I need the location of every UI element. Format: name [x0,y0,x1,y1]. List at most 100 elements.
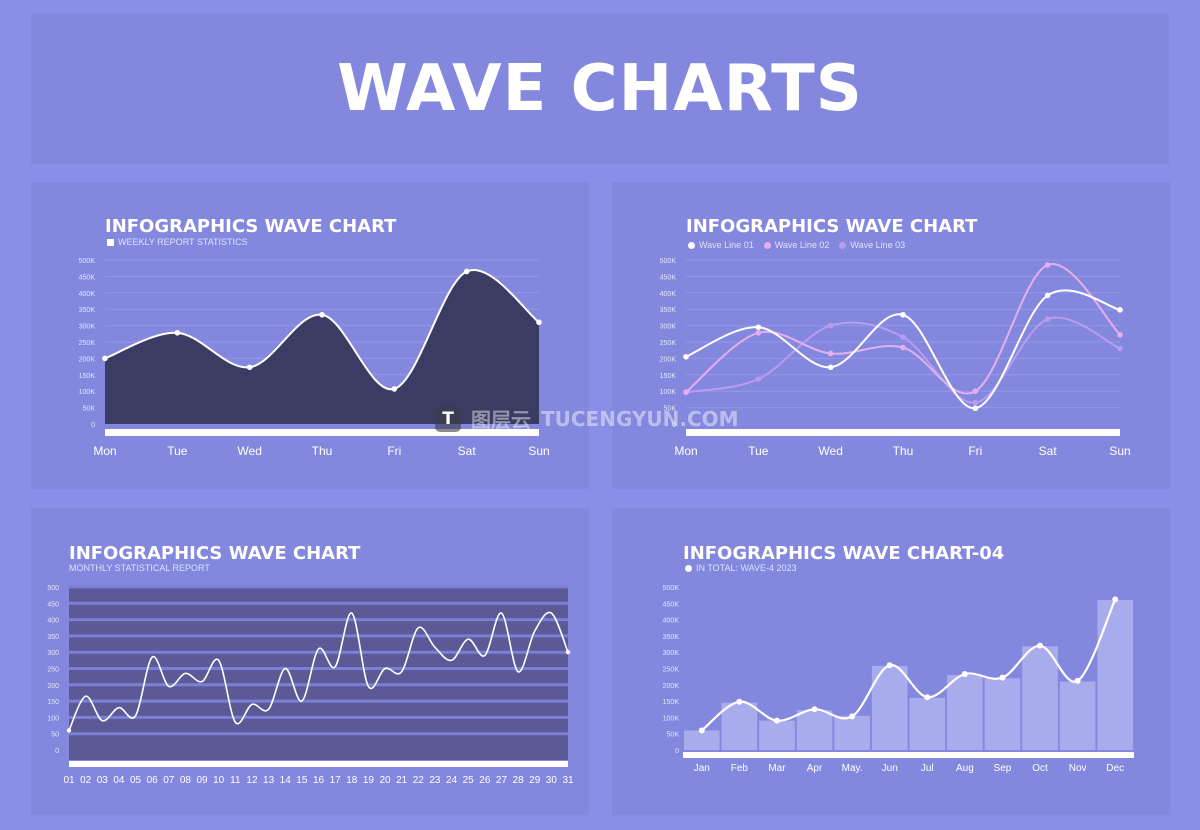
chart-panel-bar-wave: INFOGRAPHICS WAVE CHART-04 IN TOTAL: WAV… [612,508,1170,815]
dot-icon [763,241,771,249]
data-point [827,350,834,357]
data-point [1044,292,1051,299]
data-point [174,330,181,336]
bar [1059,681,1096,750]
chart-panel-weekly: INFOGRAPHICS WAVE CHART WEEKLY REPORT ST… [31,182,589,489]
square-marker-icon [107,238,114,246]
x-tick-label: Oct [1032,763,1048,774]
data-point [1074,677,1081,684]
x-tick-label: Jul [921,763,934,774]
y-tick-label: 400K [660,291,677,298]
data-point [755,324,762,331]
data-point [755,376,762,382]
y-tick-label: 450K [663,601,680,608]
x-tick-label: 24 [446,775,458,786]
y-tick-label: 200K [663,683,680,690]
y-tick-label: 500K [79,258,96,265]
band [69,635,568,653]
data-point [1112,596,1119,603]
area-fill [105,269,539,424]
data-point [999,674,1006,681]
data-point [102,355,108,362]
x-tick-label: Sat [1039,444,1058,458]
chart-title: INFOGRAPHICS WAVE CHART [69,543,361,564]
y-tick-label: 150K [663,699,680,706]
chart-title: INFOGRAPHICS WAVE CHART [105,216,397,237]
x-tick-label: Tue [167,444,188,458]
y-tick-label: 100K [660,389,677,396]
series-line [685,263,1121,395]
y-tick-label: 200K [660,356,677,363]
data-point [391,386,398,392]
x-tick-label: Thu [312,444,333,458]
chart-subtitle: MONTHLY STATISTICAL REPORT [69,563,210,573]
y-tick-label: 300K [663,650,680,657]
data-point [1044,262,1051,268]
y-tick-label: 250K [79,340,96,347]
data-point [900,334,906,340]
bar [947,675,983,750]
y-tick-label: 400K [79,291,96,298]
baseline-bar [105,429,539,436]
data-point [66,728,72,733]
x-tick-label: Mon [93,444,116,458]
legend-item-wave-line-01: Wave Line 01 [688,240,754,250]
y-tick-label: 250K [660,340,677,347]
chart-subtitle: WEEKLY REPORT STATISTICS [107,237,248,247]
x-tick-label: Fri [387,444,401,458]
data-point [886,662,893,669]
legend-label: Wave Line 02 [774,240,830,250]
y-tick-label: 350K [663,634,680,641]
y-tick-label: 400K [663,618,680,625]
y-tick-label: 450K [660,274,677,281]
dot-icon [839,241,847,249]
y-tick-label: 450 [47,601,59,608]
bar [759,720,795,750]
band [69,684,568,702]
data-point [1037,642,1044,649]
band [69,652,568,669]
header-banner: WAVE CHARTS [31,13,1169,164]
legend-item-wave-line-02: Wave Line 02 [763,240,830,250]
x-tick-label: 30 [546,775,558,786]
data-point [463,268,470,275]
x-tick-label: Tue [748,444,769,458]
bar [721,702,758,750]
x-tick-label: 27 [496,775,508,786]
data-point [683,353,689,360]
x-tick-label: 16 [313,775,325,786]
y-tick-label: 0 [672,422,676,429]
x-tick-label: Sun [528,444,549,458]
x-tick-label: Dec [1106,763,1124,774]
x-tick-label: Apr [807,763,823,774]
x-tick-label: 09 [197,775,209,786]
band [69,587,568,604]
bar [834,715,870,750]
bar [796,710,833,750]
x-tick-label: Feb [731,763,749,774]
y-tick-label: 100 [47,715,59,722]
x-tick-label: 02 [80,775,92,786]
chart-subtitle: IN TOTAL: WAVE-4 2023 [685,563,797,573]
data-point [773,717,780,724]
x-tick-label: 17 [330,775,342,786]
data-point [972,388,979,394]
x-tick-label: Nov [1069,763,1087,774]
y-tick-label: 150K [660,373,677,380]
x-tick-label: Wed [237,444,261,458]
y-tick-label: 50 [51,732,59,739]
data-point [319,311,325,318]
x-tick-label: 21 [396,775,408,786]
x-tick-label: 03 [97,775,109,786]
bar [871,665,908,750]
x-tick-label: 25 [463,775,475,786]
y-tick-label: 500K [663,585,680,592]
data-point [683,389,689,395]
multi-line-chart: 0 50K 100K 150K 200K 250K 300K 350K 400K 450K 500K… [660,258,1131,458]
y-tick-label: 100K [79,389,96,396]
y-tick-label: 300 [47,650,59,657]
bar [984,678,1021,750]
y-tick-label: 50K [667,732,680,739]
data-point [900,311,906,318]
x-tick-label: 04 [113,775,125,786]
